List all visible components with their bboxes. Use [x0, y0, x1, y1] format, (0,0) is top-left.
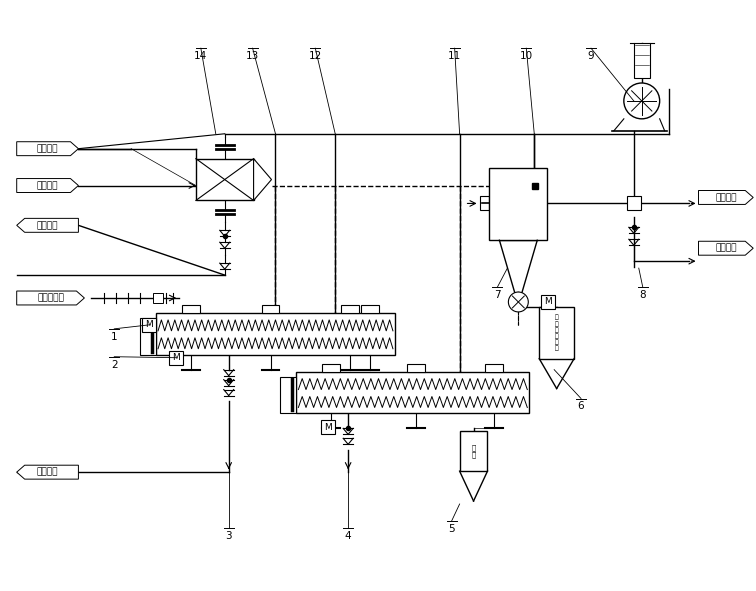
Bar	[460, 431, 488, 471]
Bar	[341, 305, 359, 313]
Text: 2: 2	[111, 360, 118, 370]
Text: 14: 14	[194, 51, 207, 61]
Text: 5: 5	[448, 524, 455, 534]
Polygon shape	[253, 158, 271, 200]
Text: 6: 6	[578, 401, 584, 411]
Polygon shape	[17, 218, 79, 232]
Polygon shape	[17, 142, 79, 155]
Bar	[169, 350, 183, 365]
Bar	[361, 305, 379, 313]
Bar	[485, 363, 503, 372]
Polygon shape	[699, 241, 753, 255]
Bar	[142, 318, 156, 332]
Text: 产
品: 产 品	[472, 444, 476, 459]
Bar	[541, 295, 555, 309]
Polygon shape	[17, 465, 79, 479]
Bar	[153, 293, 163, 303]
Circle shape	[508, 292, 528, 312]
Text: 加热蒸汽: 加热蒸汽	[37, 144, 58, 153]
Text: 蒸汽凝液: 蒸汽凝液	[715, 243, 736, 253]
Text: 4: 4	[345, 531, 352, 541]
Bar	[634, 43, 649, 78]
Bar	[280, 376, 296, 414]
Text: M: M	[172, 353, 180, 362]
Polygon shape	[17, 291, 85, 305]
Bar	[262, 305, 280, 313]
Text: 10: 10	[519, 51, 533, 61]
Bar	[182, 305, 200, 313]
Text: 蒸汽凝液: 蒸汽凝液	[37, 467, 58, 477]
Text: 3: 3	[225, 531, 232, 541]
Bar	[140, 318, 156, 355]
Text: M: M	[324, 423, 332, 432]
Bar	[489, 168, 547, 241]
Text: 13: 13	[246, 51, 259, 61]
Bar	[407, 363, 425, 372]
Text: 9: 9	[587, 51, 594, 61]
Bar	[156, 313, 395, 355]
Text: 1: 1	[111, 332, 118, 342]
Circle shape	[624, 83, 660, 119]
Bar	[322, 363, 340, 372]
Polygon shape	[17, 178, 79, 193]
Bar	[321, 420, 335, 434]
Text: 催化剂浆液: 催化剂浆液	[37, 294, 64, 303]
Text: 11: 11	[448, 51, 461, 61]
Bar	[196, 158, 253, 200]
Text: 7: 7	[494, 290, 500, 300]
Text: 蒸汽凝液: 蒸汽凝液	[37, 221, 58, 230]
Text: M: M	[544, 297, 552, 307]
Bar	[627, 196, 641, 210]
Text: 8: 8	[640, 290, 646, 300]
Text: 湿份载气: 湿份载气	[37, 181, 58, 190]
Bar	[296, 372, 529, 414]
Bar	[539, 307, 574, 359]
Text: 压缩空气: 压缩空气	[715, 193, 736, 202]
Text: 落
气
中
转
料
仓: 落 气 中 转 料 仓	[555, 315, 559, 350]
Bar	[479, 196, 489, 210]
Text: M: M	[145, 320, 153, 329]
Polygon shape	[699, 190, 753, 204]
Text: 12: 12	[308, 51, 322, 61]
